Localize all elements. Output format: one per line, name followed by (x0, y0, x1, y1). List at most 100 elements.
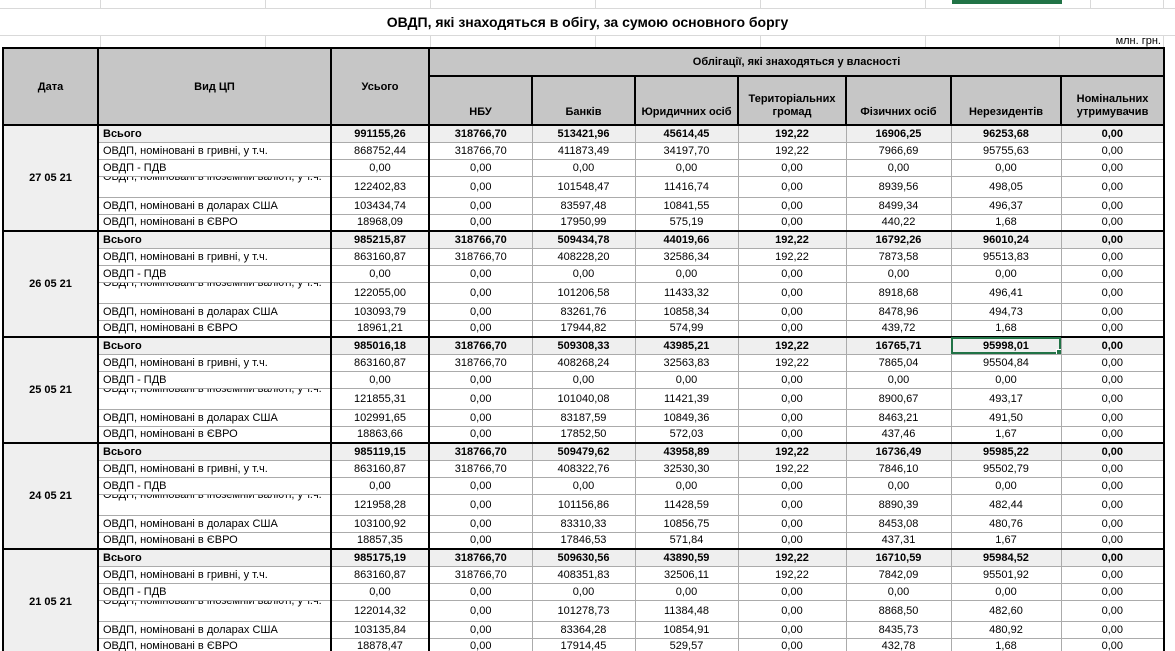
value-cell[interactable]: 491,50 (951, 409, 1062, 427)
date-cell[interactable]: 25 05 21 (3, 336, 99, 444)
value-cell[interactable]: 0,00 (1061, 638, 1165, 651)
value-cell[interactable]: 0,00 (429, 214, 533, 232)
value-cell[interactable]: 0,00 (429, 303, 533, 321)
value-cell[interactable]: 318766,70 (429, 460, 533, 478)
value-cell[interactable]: 0,00 (951, 159, 1062, 177)
value-cell[interactable]: 529,57 (635, 638, 739, 651)
value-cell[interactable]: 17852,50 (532, 426, 636, 444)
value-cell[interactable]: 95513,83 (951, 248, 1062, 266)
value-cell[interactable]: 43890,59 (635, 548, 739, 567)
col-header-individuals[interactable]: Фізичних осіб (845, 75, 952, 126)
value-cell[interactable]: 408351,83 (532, 566, 636, 584)
value-cell[interactable]: 318766,70 (429, 142, 533, 160)
value-cell[interactable]: 192,22 (738, 460, 847, 478)
value-cell[interactable]: 192,22 (738, 248, 847, 266)
value-cell[interactable]: 10849,36 (635, 409, 739, 427)
value-cell[interactable]: 0,00 (429, 494, 533, 516)
col-header-banks[interactable]: Банків (531, 75, 636, 126)
value-cell[interactable]: 571,84 (635, 532, 739, 550)
value-cell[interactable]: 0,00 (1061, 621, 1165, 639)
value-cell[interactable]: 11416,74 (635, 176, 739, 198)
value-cell[interactable]: 122402,83 (331, 176, 430, 198)
value-cell[interactable]: 863160,87 (331, 248, 430, 266)
date-cell[interactable]: 24 05 21 (3, 442, 99, 550)
value-cell[interactable]: 408268,24 (532, 354, 636, 372)
value-cell[interactable]: 0,00 (738, 409, 847, 427)
value-cell[interactable]: 0,00 (1061, 303, 1165, 321)
value-cell[interactable]: 122014,32 (331, 600, 430, 622)
value-cell[interactable]: 0,00 (1061, 197, 1165, 215)
row-label-cell[interactable]: ОВДП, номіновані в доларах США (98, 409, 332, 427)
value-cell[interactable]: 0,00 (331, 159, 430, 177)
value-cell[interactable]: 0,00 (429, 265, 533, 283)
value-cell[interactable]: 0,00 (429, 176, 533, 198)
value-cell[interactable]: 0,00 (1061, 600, 1165, 622)
value-cell[interactable]: 482,60 (951, 600, 1062, 622)
value-cell[interactable]: 8435,73 (846, 621, 952, 639)
value-cell[interactable]: 0,00 (532, 371, 636, 389)
value-cell[interactable]: 0,00 (738, 426, 847, 444)
value-cell[interactable]: 18878,47 (331, 638, 430, 651)
value-cell[interactable]: 8900,67 (846, 388, 952, 410)
value-cell[interactable]: 11421,39 (635, 388, 739, 410)
value-cell[interactable]: 0,00 (738, 282, 847, 304)
value-cell[interactable]: 8918,68 (846, 282, 952, 304)
row-label-cell[interactable]: ОВДП - ПДВ (98, 265, 332, 283)
value-cell[interactable]: 96253,68 (951, 124, 1062, 143)
value-cell[interactable]: 572,03 (635, 426, 739, 444)
value-cell[interactable]: 0,00 (532, 583, 636, 601)
value-cell[interactable]: 1,68 (951, 638, 1062, 651)
value-cell[interactable]: 7966,69 (846, 142, 952, 160)
row-label-cell[interactable]: Всього (98, 548, 332, 567)
value-cell[interactable]: 863160,87 (331, 460, 430, 478)
date-cell[interactable]: 21 05 21 (3, 548, 99, 651)
value-cell[interactable]: 496,41 (951, 282, 1062, 304)
value-cell[interactable]: 0,00 (1061, 176, 1165, 198)
value-cell[interactable]: 440,22 (846, 214, 952, 232)
value-cell[interactable]: 17914,45 (532, 638, 636, 651)
value-cell[interactable]: 192,22 (738, 566, 847, 584)
row-label-cell[interactable]: ОВДП - ПДВ (98, 477, 332, 495)
value-cell[interactable]: 83364,28 (532, 621, 636, 639)
value-cell[interactable]: 192,22 (738, 548, 847, 567)
value-cell[interactable]: 10854,91 (635, 621, 739, 639)
value-cell[interactable]: 18857,35 (331, 532, 430, 550)
row-label-cell[interactable]: ОВДП, номіновані в ЄВРО (98, 638, 332, 651)
value-cell[interactable]: 0,00 (331, 477, 430, 495)
value-cell[interactable]: 16710,59 (846, 548, 952, 567)
value-cell[interactable]: 0,00 (1061, 230, 1165, 249)
value-cell[interactable]: 0,00 (1061, 409, 1165, 427)
value-cell[interactable]: 18968,09 (331, 214, 430, 232)
value-cell[interactable]: 103093,79 (331, 303, 430, 321)
value-cell[interactable]: 0,00 (429, 197, 533, 215)
value-cell[interactable]: 1,68 (951, 320, 1062, 338)
value-cell[interactable]: 0,00 (635, 583, 739, 601)
value-cell[interactable]: 7873,58 (846, 248, 952, 266)
value-cell[interactable]: 17846,53 (532, 532, 636, 550)
value-cell[interactable]: 0,00 (1061, 142, 1165, 160)
value-cell[interactable]: 43958,89 (635, 442, 739, 461)
col-header-date[interactable]: Дата (2, 47, 99, 126)
value-cell[interactable]: 0,00 (429, 600, 533, 622)
value-cell[interactable]: 17950,99 (532, 214, 636, 232)
value-cell[interactable]: 0,00 (951, 583, 1062, 601)
value-cell[interactable]: 480,76 (951, 515, 1062, 533)
value-cell[interactable]: 122055,00 (331, 282, 430, 304)
value-cell[interactable]: 103100,92 (331, 515, 430, 533)
value-cell[interactable]: 0,00 (1061, 442, 1165, 461)
row-label-cell[interactable]: ОВДП, номіновані в доларах США (98, 515, 332, 533)
value-cell[interactable]: 0,00 (951, 371, 1062, 389)
value-cell[interactable]: 192,22 (738, 124, 847, 143)
value-cell[interactable]: 0,00 (738, 583, 847, 601)
value-cell[interactable]: 11433,32 (635, 282, 739, 304)
value-cell[interactable]: 0,00 (1061, 515, 1165, 533)
value-cell[interactable]: 318766,70 (429, 354, 533, 372)
value-cell[interactable]: 103135,84 (331, 621, 430, 639)
value-cell[interactable]: 0,00 (532, 159, 636, 177)
row-label-cell[interactable]: ОВДП, номіновані в доларах США (98, 303, 332, 321)
value-cell[interactable]: 318766,70 (429, 548, 533, 567)
row-label-cell[interactable]: Всього (98, 336, 332, 355)
value-cell[interactable]: 95501,92 (951, 566, 1062, 584)
value-cell[interactable]: 0,00 (429, 426, 533, 444)
row-label-cell[interactable]: Всього (98, 442, 332, 461)
